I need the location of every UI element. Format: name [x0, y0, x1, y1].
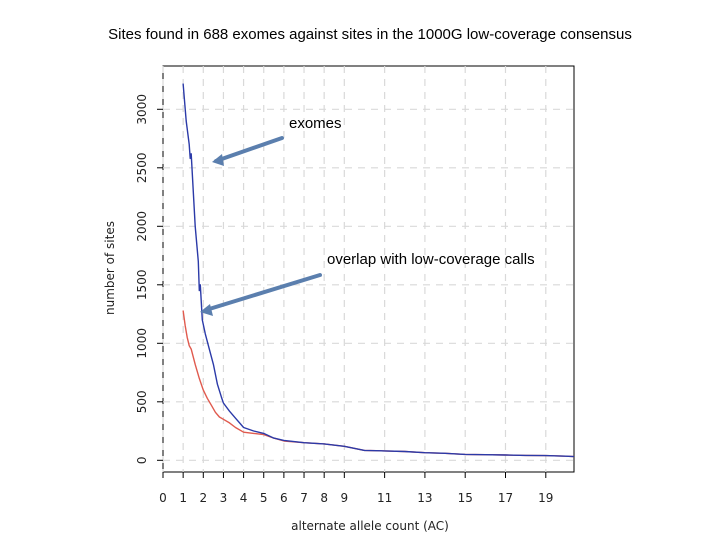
- overlap-arrow-head: [200, 304, 213, 316]
- x-tick-label: 5: [260, 491, 268, 505]
- overlap-series-line: [182, 310, 575, 458]
- y-tick-label: 3000: [135, 94, 149, 125]
- y-axis-label: number of sites: [103, 221, 117, 315]
- exomes-arrow-head: [212, 154, 224, 166]
- y-tick-label: 2000: [135, 211, 149, 242]
- x-tick-label: 2: [199, 491, 207, 505]
- y-tick-label: 1500: [135, 270, 149, 301]
- y-tick-label: 1000: [135, 328, 149, 359]
- x-tick-label: 0: [159, 491, 167, 505]
- y-axis-ticks: 0 500 1000 1500 2000 2500 3000: [135, 94, 163, 464]
- exomes-series-line: [182, 83, 575, 458]
- exomes-arrow: [214, 136, 284, 163]
- y-tick-label: 500: [135, 390, 149, 413]
- x-tick-label: 13: [417, 491, 432, 505]
- grid-lines: [162, 66, 574, 472]
- overlap-arrow: [204, 273, 322, 312]
- exomes-callout: exomes: [289, 115, 342, 132]
- y-tick-label: 0: [135, 456, 149, 464]
- x-axis-ticks: 0 1 2 3 4 5 6 7 8 9 11 13 15 17 19: [159, 472, 553, 505]
- x-tick-label: 1: [179, 491, 187, 505]
- x-tick-label: 15: [458, 491, 473, 505]
- series-lines: [182, 83, 575, 458]
- x-axis-label: alternate allele count (AC): [291, 519, 449, 533]
- x-tick-label: 6: [280, 491, 288, 505]
- x-tick-label: 4: [240, 491, 248, 505]
- x-tick-label: 3: [220, 491, 228, 505]
- annotation-arrows: [200, 136, 322, 316]
- plot-frame: [162, 65, 575, 473]
- x-tick-label: 17: [498, 491, 513, 505]
- y-tick-label: 2500: [135, 153, 149, 184]
- x-tick-label: 8: [320, 491, 328, 505]
- overlap-callout: overlap with low-coverage calls: [327, 251, 535, 268]
- slide-title: Sites found in 688 exomes against sites …: [108, 26, 632, 43]
- x-tick-label: 11: [377, 491, 392, 505]
- x-tick-label: 9: [341, 491, 349, 505]
- x-tick-label: 7: [300, 491, 308, 505]
- x-tick-label: 19: [538, 491, 553, 505]
